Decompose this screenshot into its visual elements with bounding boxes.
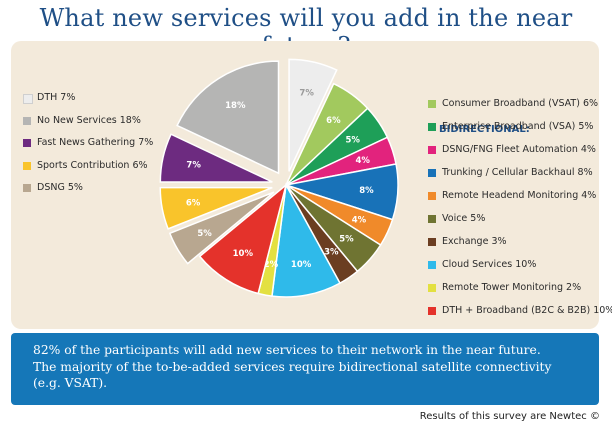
slice-label-fast-news-gathering: 7% bbox=[186, 160, 201, 170]
slice-label-consumer-broadband-vsat: 6% bbox=[326, 116, 341, 126]
slice-label-remote-tower-monitoring: 2% bbox=[264, 260, 279, 270]
legend-item-no-new-services: No New Services 18% bbox=[37, 114, 141, 126]
slice-label-voice: 5% bbox=[339, 234, 354, 244]
legend-swatch-dth bbox=[23, 94, 33, 104]
slice-label-exchange: 3% bbox=[324, 248, 339, 258]
pie-slice-sports-contribution bbox=[159, 186, 273, 230]
slice-label-remote-headend-monitoring: 4% bbox=[352, 215, 367, 225]
chart-panel: 7% 6% 5% 4% 8% 4% 5% 3% 10% 2% 10% 5% 6% 7% 18% BIDIRE… bbox=[11, 41, 612, 329]
legend-item-dsng-fng-fleet-automation: DSNG/FNG Fleet Automation 4% bbox=[442, 144, 596, 155]
slice-label-dsng-fng-fleet-automation: 4% bbox=[355, 156, 370, 166]
legend-swatch-fast-news-gathering bbox=[23, 139, 31, 147]
legend-swatch-dsng-fng-fleet-automation bbox=[428, 146, 436, 154]
legend-swatch-no-new-services bbox=[23, 116, 31, 125]
legend-swatch-trunking-cellular-backhaul bbox=[428, 169, 436, 177]
pie-slice-no-new-services bbox=[176, 60, 280, 175]
legend-item-trunking-cellular-backhaul: Trunking / Cellular Backhaul 8% bbox=[442, 167, 593, 178]
legend-swatch-dsng bbox=[23, 184, 31, 192]
legend-item-remote-tower-monitoring: Remote Tower Monitoring 2% bbox=[442, 282, 582, 293]
legend-item-dth: DTH 7% bbox=[37, 92, 76, 103]
slice-label-sports-contribution: 6% bbox=[186, 199, 201, 209]
pie-chart: 7%6%5%4%8%4%5%3%10%2%10%5%6%7%18% bbox=[159, 58, 399, 298]
slice-label-dth-broadband-b2c-b2b: 10% bbox=[233, 249, 254, 259]
summary-line-3: (e.g. VSAT). bbox=[33, 376, 108, 390]
legend-item-dth-broadband-b2c-b2b: DTH + Broadband (B2C & B2B) 10% bbox=[442, 305, 612, 316]
legend-item-fast-news-gathering: Fast News Gathering 7% bbox=[37, 137, 154, 148]
legend-item-voice: Voice 5% bbox=[442, 213, 486, 224]
slice-label-cloud-services: 10% bbox=[291, 260, 312, 270]
legend-item-consumer-broadband-vsat: Consumer Broadband (VSAT) 6% bbox=[442, 98, 599, 109]
legend-item-enterprise-broadband-vsa: Enterprise Broadband (VSA) 5% bbox=[442, 121, 594, 132]
summary-line-1: 82% of the participants will add new ser… bbox=[33, 343, 541, 357]
legend-swatch-remote-tower-monitoring bbox=[428, 284, 436, 292]
legend-item-sports-contribution: Sports Contribution 6% bbox=[37, 159, 148, 171]
pie-slice-dsng bbox=[168, 191, 275, 265]
summary-line-2: The majority of the to-be-added services… bbox=[33, 359, 552, 374]
slice-label-trunking-cellular-backhaul: 8% bbox=[359, 186, 374, 196]
legend-item-exchange: Exchange 3% bbox=[442, 236, 507, 247]
footer-credit: Results of this survey are Newtec © bbox=[419, 411, 600, 422]
legend-swatch-remote-headend-monitoring bbox=[428, 192, 436, 200]
summary-banner: 82% of the participants will add new ser… bbox=[11, 333, 599, 405]
legend-heading-bidirectional: BIDIRECTIONAL: bbox=[439, 124, 530, 135]
pie-slice-fast-news-gathering bbox=[159, 133, 273, 183]
slice-label-enterprise-broadband-vsa: 5% bbox=[345, 136, 360, 146]
legend-swatch-exchange bbox=[428, 238, 436, 246]
legend-swatch-enterprise-broadband-vsa bbox=[428, 123, 436, 131]
legend-swatch-sports-contribution bbox=[23, 161, 31, 170]
pie-slice-dth-broadband-b2c-b2b bbox=[198, 182, 288, 295]
legend-item-dsng: DSNG 5% bbox=[37, 182, 83, 193]
slice-label-no-new-services: 18% bbox=[225, 101, 246, 111]
legend-swatch-consumer-broadband-vsat bbox=[428, 100, 436, 108]
legend-swatch-voice bbox=[428, 215, 436, 223]
legend-item-cloud-services: Cloud Services 10% bbox=[442, 259, 537, 270]
legend-swatch-dth-broadband-b2c-b2b bbox=[428, 307, 436, 315]
pie-slice-dth bbox=[288, 58, 338, 172]
slice-label-dsng: 5% bbox=[197, 229, 212, 239]
slice-label-dth: 7% bbox=[299, 89, 314, 99]
legend-item-remote-headend-monitoring: Remote Headend Monitoring 4% bbox=[442, 190, 597, 201]
legend-swatch-cloud-services bbox=[428, 261, 436, 269]
